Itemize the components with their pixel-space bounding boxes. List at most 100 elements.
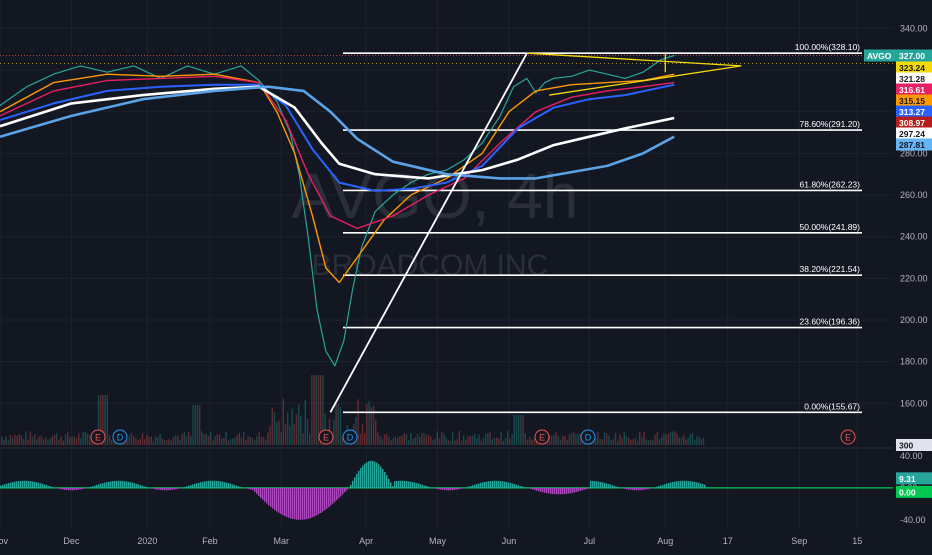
- volume-bar: [665, 434, 666, 445]
- osc-bar: [364, 464, 366, 488]
- osc-bar: [154, 488, 156, 489]
- osc-bar: [656, 487, 658, 488]
- volume-bar: [404, 433, 405, 445]
- volume-bar: [5, 437, 6, 445]
- volume-bar: [412, 439, 413, 445]
- volume-bar: [298, 404, 299, 445]
- osc-bar: [234, 485, 236, 488]
- osc-bar: [366, 462, 368, 488]
- volume-bar: [687, 438, 688, 445]
- osc-bar: [22, 481, 24, 488]
- osc-bar: [124, 481, 126, 488]
- volume-bar: [668, 434, 669, 445]
- volume-bar: [188, 432, 189, 445]
- osc-bar: [460, 488, 462, 489]
- osc-bar: [306, 488, 308, 519]
- osc-bar: [316, 488, 318, 515]
- osc-bar: [540, 488, 542, 492]
- volume-bar: [659, 439, 660, 445]
- volume-bar: [190, 436, 191, 445]
- volume-bar: [186, 436, 187, 445]
- osc-bar: [394, 481, 396, 488]
- volume-bar: [43, 439, 44, 445]
- volume-bar: [25, 432, 26, 445]
- osc-bar: [606, 483, 608, 487]
- volume-bar: [274, 412, 275, 445]
- osc-bar: [666, 484, 668, 488]
- osc-bar: [372, 461, 374, 488]
- osc-bar: [264, 488, 266, 502]
- osc-bar: [266, 488, 268, 504]
- osc-bar: [674, 482, 676, 488]
- osc-bar: [12, 482, 14, 488]
- osc-bar: [600, 482, 602, 488]
- osc-bar: [668, 483, 670, 488]
- volume-bar: [430, 437, 431, 445]
- volume-bar: [560, 440, 561, 445]
- volume-bar: [67, 431, 68, 445]
- osc-bar: [384, 472, 386, 488]
- ma-price-tag: 308.97: [899, 118, 925, 128]
- osc-bar: [634, 488, 636, 490]
- time-tick: 2020: [137, 536, 157, 546]
- volume-bar: [674, 432, 675, 445]
- volume-bar: [269, 426, 270, 445]
- price-tick: 260.00: [900, 190, 928, 200]
- osc-bar: [640, 488, 642, 490]
- volume-bar: [437, 431, 438, 445]
- volume-bar: [49, 439, 50, 445]
- osc-bar: [328, 488, 330, 507]
- volume-bar: [206, 433, 207, 445]
- osc-bar: [610, 485, 612, 488]
- volume-bar: [38, 437, 39, 445]
- volume-bar: [305, 400, 306, 445]
- osc-bar: [26, 481, 28, 488]
- osc-bar: [638, 488, 640, 490]
- osc-bar: [512, 484, 514, 488]
- volume-bar: [203, 434, 204, 445]
- volume-bar: [181, 434, 182, 445]
- volume-bar: [553, 435, 554, 445]
- osc-bar: [392, 486, 394, 488]
- volume-bar: [670, 432, 671, 445]
- volume-bar: [250, 437, 251, 445]
- osc-bar: [368, 461, 370, 488]
- volume-bar: [494, 438, 495, 445]
- osc-bar: [330, 488, 332, 506]
- osc-bar: [42, 484, 44, 488]
- osc-bar: [580, 488, 582, 491]
- volume-bar: [223, 438, 224, 445]
- time-tick: Aug: [657, 536, 673, 546]
- osc-bar: [272, 488, 274, 509]
- ma-price-tag: 316.61: [899, 85, 925, 95]
- osc-bar: [134, 483, 136, 488]
- osc-bar: [166, 488, 168, 490]
- osc-bar: [138, 484, 140, 487]
- volume-bar: [296, 414, 297, 445]
- volume-bar: [606, 433, 607, 445]
- osc-bar: [608, 484, 610, 488]
- volume-bar: [406, 434, 407, 445]
- volume-bar: [483, 438, 484, 445]
- volume-bar: [696, 436, 697, 445]
- osc-bar: [132, 483, 134, 488]
- osc-bar: [402, 481, 404, 488]
- volume-bar: [489, 432, 490, 445]
- price-tick: 200.00: [900, 315, 928, 325]
- volume-bar: [179, 440, 180, 445]
- osc-bar: [396, 481, 398, 488]
- osc-bar: [636, 488, 638, 490]
- volume-bar: [192, 405, 193, 445]
- volume-bar: [454, 441, 455, 445]
- osc-bar: [370, 461, 372, 488]
- osc-bar: [426, 486, 428, 488]
- volume-bar: [287, 412, 288, 445]
- osc-bar: [480, 483, 482, 488]
- volume-bar: [111, 440, 112, 445]
- osc-bar: [478, 483, 480, 487]
- volume-bar: [577, 433, 578, 445]
- osc-bar: [288, 488, 290, 518]
- volume-bar: [272, 408, 273, 445]
- osc-bar: [20, 481, 22, 488]
